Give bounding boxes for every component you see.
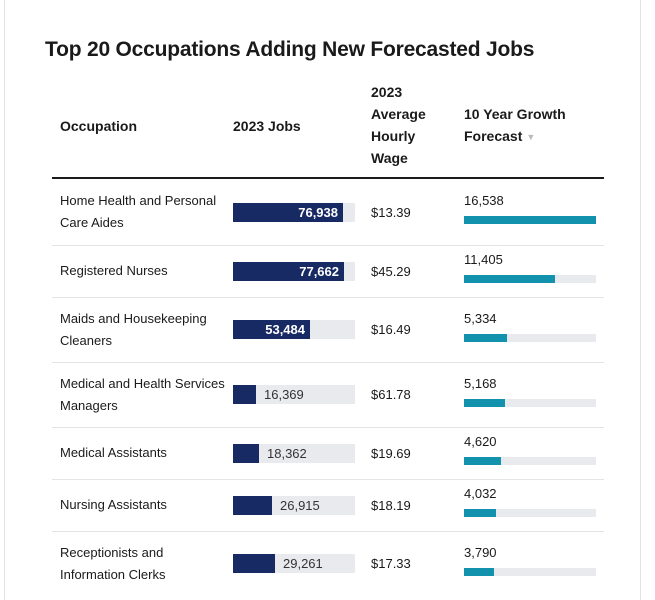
row-divider [52, 245, 604, 246]
growth-bar [464, 333, 507, 342]
growth-bar [464, 509, 496, 517]
growth-value-label: 3,790 [464, 544, 497, 560]
jobs-bar-track: 18,362 [233, 443, 355, 463]
jobs-bar [233, 443, 259, 463]
jobs-bar-track: 26,915 [233, 495, 355, 515]
growth-bar-track [464, 275, 596, 283]
growth-bar-track [464, 509, 596, 517]
growth-bar [464, 216, 596, 224]
jobs-bar [233, 385, 256, 404]
chart-title: Top 20 Occupations Adding New Forecasted… [45, 38, 535, 61]
hourly-wage: $61.78 [371, 387, 411, 402]
column-header-jobs[interactable]: 2023 Jobs [233, 118, 301, 134]
growth-bar [464, 398, 505, 407]
row-divider [52, 479, 604, 480]
chart-card [4, 0, 641, 600]
sort-down-icon[interactable]: ▼ [526, 132, 536, 142]
jobs-bar-track: 77,662 [233, 261, 355, 281]
growth-bar-track [464, 398, 596, 407]
jobs-value-label: 16,369 [264, 387, 304, 402]
column-header-occupation[interactable]: Occupation [60, 118, 138, 134]
row-divider [52, 362, 604, 363]
occupation-name: Medical and Health Services Managers [60, 375, 225, 413]
hourly-wage: $13.39 [371, 204, 411, 220]
header-rule [52, 177, 604, 179]
column-header-growth[interactable]: 10 Year Growth Forecast ▼ [464, 103, 584, 148]
jobs-bar [233, 261, 344, 281]
growth-value-label: 11,405 [464, 252, 503, 267]
jobs-bar-track: 53,484 [233, 320, 355, 339]
jobs-value-label: 29,261 [283, 556, 323, 571]
row-divider [52, 531, 604, 532]
jobs-bar [233, 554, 275, 573]
hourly-wage: $19.69 [371, 445, 411, 461]
hourly-wage: $17.33 [371, 556, 411, 571]
jobs-bar [233, 320, 310, 339]
jobs-bar [233, 202, 343, 222]
row-divider [52, 297, 604, 298]
jobs-bar-track: 16,369 [233, 385, 355, 404]
jobs-value-label: 76,938 [298, 204, 338, 220]
hourly-wage: $18.19 [371, 497, 411, 513]
hourly-wage: $45.29 [371, 263, 411, 279]
row-divider [52, 427, 604, 428]
growth-value-label: 5,168 [464, 375, 497, 391]
growth-value-label: 16,538 [464, 193, 504, 208]
occupation-name: Medical Assistants [60, 445, 167, 460]
jobs-value-label: 26,915 [280, 497, 320, 513]
occupation-name: Maids and Housekeeping Cleaners [60, 310, 207, 348]
jobs-value-label: 18,362 [267, 445, 307, 461]
growth-bar-track [464, 457, 596, 465]
column-header-wage[interactable]: 2023 Average Hourly Wage [371, 84, 426, 166]
column-header-growth-label: 10 Year Growth Forecast [464, 106, 566, 144]
occupation-name: Nursing Assistants [60, 497, 167, 512]
occupation-name: Receptionists and Information Clerks [60, 544, 166, 582]
growth-bar-track [464, 333, 596, 342]
growth-value-label: 4,032 [464, 486, 497, 501]
occupation-name: Registered Nurses [60, 263, 168, 278]
jobs-bar-track: 76,938 [233, 202, 355, 222]
growth-bar [464, 457, 501, 465]
growth-value-label: 4,620 [464, 434, 497, 449]
growth-bar [464, 567, 494, 576]
jobs-bar-track: 29,261 [233, 554, 355, 573]
growth-bar-track [464, 567, 596, 576]
jobs-bar [233, 495, 272, 515]
growth-bar [464, 275, 555, 283]
jobs-value-label: 77,662 [299, 263, 339, 279]
hourly-wage: $16.49 [371, 322, 411, 337]
occupation-name: Home Health and Personal Care Aides [60, 193, 217, 230]
growth-bar-track [464, 216, 596, 224]
jobs-value-label: 53,484 [265, 322, 305, 337]
growth-value-label: 5,334 [464, 310, 497, 326]
